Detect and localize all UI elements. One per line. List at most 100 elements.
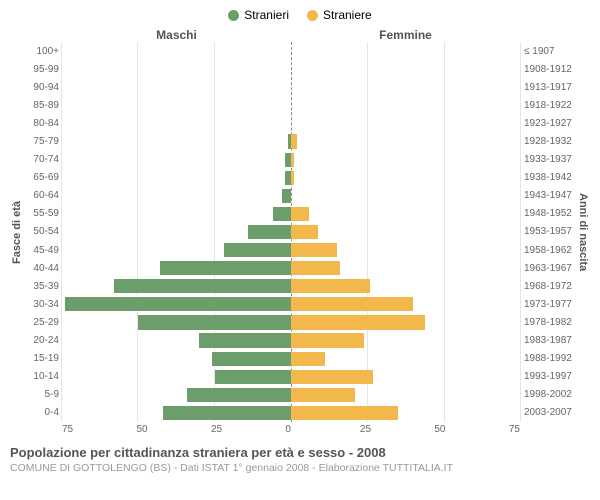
legend-swatch-female — [307, 10, 318, 21]
birthyear-label: 1928-1932 — [524, 132, 576, 150]
birthyear-label: 1913-1917 — [524, 78, 576, 96]
bar-row — [62, 241, 520, 259]
birthyear-label: 1993-1997 — [524, 368, 576, 386]
age-label: 65-69 — [24, 169, 62, 187]
birthyear-label: 1948-1952 — [524, 205, 576, 223]
bar-female — [291, 243, 337, 257]
bar-female — [291, 352, 325, 366]
age-label: 50-54 — [24, 223, 62, 241]
age-label: 60-64 — [24, 187, 62, 205]
legend-item-male: Stranieri — [228, 8, 289, 22]
bar-female — [291, 333, 364, 347]
x-tick: 25 — [360, 424, 371, 435]
bar-row — [62, 404, 520, 422]
birthyear-label: 1978-1982 — [524, 313, 576, 331]
age-label: 70-74 — [24, 151, 62, 169]
bar-female — [291, 261, 340, 275]
bar-row — [62, 169, 520, 187]
bar-male — [248, 225, 291, 239]
bar-male — [199, 333, 291, 347]
x-axis: 7550250 0255075 — [10, 424, 590, 435]
bar-male — [187, 388, 291, 402]
birthyear-label: 1988-1992 — [524, 350, 576, 368]
age-label: 90-94 — [24, 78, 62, 96]
bar-row — [62, 151, 520, 169]
bar-female — [291, 134, 297, 148]
birthyear-label: ≤ 1907 — [524, 42, 576, 60]
legend-swatch-male — [228, 10, 239, 21]
bar-female — [291, 297, 413, 311]
bar-row — [62, 60, 520, 78]
bar-row — [62, 350, 520, 368]
birthyear-label: 1973-1977 — [524, 295, 576, 313]
bar-female — [291, 388, 355, 402]
bar-row — [62, 114, 520, 132]
birthyear-label: 1998-2002 — [524, 386, 576, 404]
age-label: 25-29 — [24, 313, 62, 331]
age-label: 45-49 — [24, 241, 62, 259]
bar-row — [62, 223, 520, 241]
bar-female — [291, 225, 318, 239]
bar-male — [282, 189, 291, 203]
birthyear-label: 1908-1912 — [524, 60, 576, 78]
chart-title: Popolazione per cittadinanza straniera p… — [10, 445, 590, 460]
bar-male — [138, 315, 291, 329]
legend: Stranieri Straniere — [10, 8, 590, 22]
x-tick: 50 — [136, 424, 147, 435]
age-label: 30-34 — [24, 295, 62, 313]
x-tick: 75 — [62, 424, 73, 435]
bar-row — [62, 42, 520, 60]
bar-female — [291, 279, 370, 293]
bar-row — [62, 277, 520, 295]
plot-area — [62, 42, 520, 422]
bar-female — [291, 171, 294, 185]
bar-row — [62, 187, 520, 205]
age-label: 15-19 — [24, 350, 62, 368]
bar-female — [291, 406, 398, 420]
bar-row — [62, 96, 520, 114]
birthyear-label: 1953-1957 — [524, 223, 576, 241]
bar-row — [62, 78, 520, 96]
population-pyramid-chart: Stranieri Straniere Maschi Femmine Fasce… — [0, 0, 600, 500]
bar-male — [160, 261, 291, 275]
birthyear-label: 1963-1967 — [524, 259, 576, 277]
bar-male — [224, 243, 291, 257]
y-axis-right-title: Anni di nascita — [576, 42, 590, 422]
age-label: 55-59 — [24, 205, 62, 223]
birthyear-label: 1968-1972 — [524, 277, 576, 295]
age-label: 75-79 — [24, 132, 62, 150]
chart-subtitle: COMUNE DI GOTTOLENGO (BS) - Dati ISTAT 1… — [10, 462, 590, 474]
birthyear-label: 1938-1942 — [524, 169, 576, 187]
age-label: 10-14 — [24, 368, 62, 386]
birthyear-labels: ≤ 19071908-19121913-19171918-19221923-19… — [520, 42, 576, 422]
bar-male — [163, 406, 291, 420]
age-label: 40-44 — [24, 259, 62, 277]
age-label: 85-89 — [24, 96, 62, 114]
age-label: 80-84 — [24, 114, 62, 132]
x-tick: 75 — [509, 424, 520, 435]
age-label: 0-4 — [24, 404, 62, 422]
bar-row — [62, 313, 520, 331]
age-labels: 100+95-9990-9485-8980-8475-7970-7465-696… — [24, 42, 62, 422]
age-label: 100+ — [24, 42, 62, 60]
legend-label-female: Straniere — [323, 8, 372, 22]
bar-row — [62, 368, 520, 386]
bar-row — [62, 332, 520, 350]
birthyear-label: 1923-1927 — [524, 114, 576, 132]
age-label: 35-39 — [24, 277, 62, 295]
birthyear-label: 1943-1947 — [524, 187, 576, 205]
birthyear-label: 2003-2007 — [524, 404, 576, 422]
bar-female — [291, 315, 425, 329]
bar-row — [62, 259, 520, 277]
bar-row — [62, 205, 520, 223]
bar-row — [62, 295, 520, 313]
bar-male — [273, 207, 291, 221]
chart-footer: Popolazione per cittadinanza straniera p… — [10, 445, 590, 474]
legend-item-female: Straniere — [307, 8, 372, 22]
bar-row — [62, 132, 520, 150]
header-male: Maschi — [62, 28, 291, 42]
bar-rows — [62, 42, 520, 422]
birthyear-label: 1918-1922 — [524, 96, 576, 114]
x-tick: 50 — [434, 424, 445, 435]
birthyear-label: 1933-1937 — [524, 151, 576, 169]
